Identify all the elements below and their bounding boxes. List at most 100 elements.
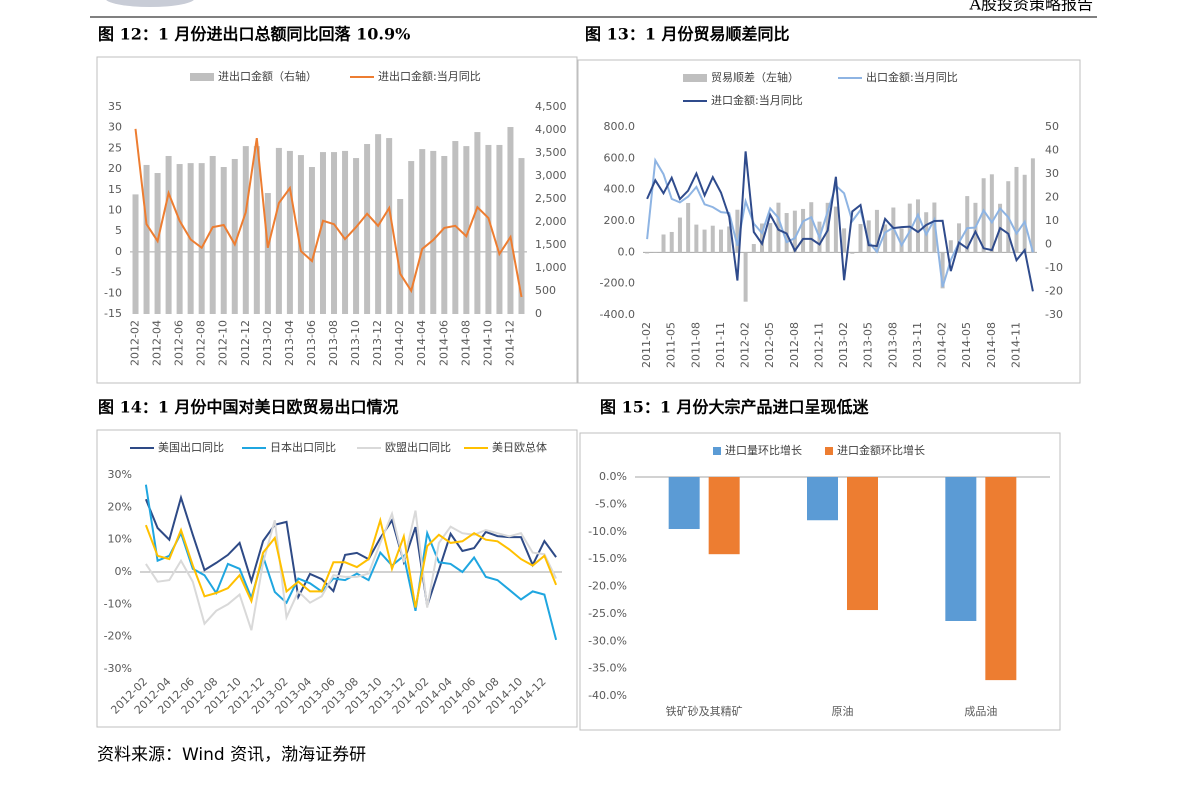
x-tick-label: 2014-06 (437, 320, 450, 366)
line-series (646, 157, 1034, 288)
y-tick-label: -10 (104, 286, 122, 299)
x-tick-label: 2014-04 (415, 320, 428, 366)
x-tick-label: 2014-05 (960, 322, 973, 368)
bar (308, 167, 315, 314)
bar (165, 155, 172, 314)
x-tick-label: 2013-11 (911, 322, 924, 368)
bar (353, 158, 360, 314)
bar (847, 477, 878, 611)
y2-tick-label: -20 (1045, 285, 1063, 298)
y-tick-label: -10% (104, 597, 132, 610)
bar (727, 226, 732, 253)
bar (419, 149, 426, 314)
bar (198, 163, 205, 314)
chart-title: 图 14：1 月份中国对美日欧贸易出口情况 (98, 398, 399, 417)
bar (965, 196, 970, 253)
y-tick-label: 0 (115, 245, 122, 258)
y2-tick-label: -10 (1045, 261, 1063, 274)
y-tick-label: 10 (108, 204, 122, 217)
bar (275, 147, 282, 314)
legend-label: 贸易顺差（左轴） (711, 70, 799, 84)
y-tick-label: -5.0% (595, 497, 627, 510)
y-tick-label: 30 (108, 121, 122, 134)
x-tick-label: 2012-02 (739, 322, 752, 368)
bar (668, 477, 700, 530)
y-tick-label: -30% (104, 662, 132, 675)
bar (518, 158, 525, 314)
y2-tick-label: 2,000 (535, 215, 567, 228)
bar (807, 477, 838, 521)
x-tick-label: 2011-02 (640, 322, 653, 368)
bar (645, 252, 650, 254)
bar (710, 225, 715, 253)
bar (143, 164, 150, 314)
bar (792, 210, 797, 253)
legend-label: 进出口金额:当月同比 (378, 69, 481, 83)
x-tick-label: 2014-02 (936, 322, 949, 368)
y-tick-label: 20 (108, 162, 122, 175)
y-tick-label: -20% (104, 630, 132, 643)
x-tick-label: 2014-02 (393, 320, 406, 366)
x-tick-label: 2012-11 (812, 322, 825, 368)
y-tick-label: 200.0 (604, 214, 636, 227)
y-tick-label: -40.0% (588, 689, 627, 702)
legend-label: 美日欧总体 (492, 440, 547, 454)
bar (386, 138, 393, 314)
legend-label: 美国出口同比 (158, 440, 224, 454)
y-tick-label: 35 (108, 100, 122, 113)
x-tick-label: 2013-02 (837, 322, 850, 368)
bar (866, 220, 871, 253)
bar (842, 228, 847, 253)
bar (776, 202, 781, 253)
bar (850, 252, 855, 254)
bar (669, 231, 674, 253)
bar (253, 146, 260, 314)
x-tick-label: 2013-02 (261, 320, 274, 366)
legend-swatch (825, 447, 833, 455)
legend-label: 进口金额:当月同比 (711, 93, 803, 107)
bar (694, 224, 699, 253)
x-tick-label: 原油 (832, 704, 854, 718)
bar (907, 203, 912, 253)
y-tick-label: -30.0% (588, 634, 627, 647)
x-tick-label: 铁矿砂及其精矿 (666, 705, 743, 718)
x-tick-label: 2014-10 (481, 320, 494, 366)
chart-frame (577, 59, 1081, 384)
y2-tick-label: 2,500 (535, 192, 567, 205)
bar (231, 158, 238, 314)
bar (661, 234, 666, 253)
y-tick-label: 0% (115, 565, 132, 578)
y-tick-label: -5 (111, 266, 122, 279)
bar (441, 155, 448, 314)
bar (891, 207, 896, 253)
x-tick-label: 2013-10 (349, 320, 362, 366)
legend-swatch (683, 74, 707, 82)
chart-frame (579, 432, 1061, 731)
bar (899, 228, 904, 253)
y2-tick-label: 30 (1045, 167, 1059, 180)
legend-label: 出口金额:当月同比 (866, 70, 958, 84)
x-tick-label: 2011-05 (665, 322, 678, 368)
bar (474, 132, 481, 314)
bar (768, 223, 773, 253)
legend-label: 日本出口同比 (270, 440, 336, 454)
bar (242, 146, 249, 314)
bar (297, 155, 304, 314)
bar (743, 252, 748, 302)
bar (708, 477, 740, 555)
y2-tick-label: 3,500 (535, 146, 567, 159)
y2-tick-label: 10 (1045, 214, 1059, 227)
y2-tick-label: 0 (535, 307, 542, 320)
y2-tick-label: 50 (1045, 120, 1059, 133)
line-series (144, 516, 558, 608)
y2-tick-label: 40 (1045, 144, 1059, 157)
y-tick-label: -400.0 (600, 308, 635, 321)
bar (154, 173, 161, 314)
x-tick-label: 2012-02 (129, 320, 142, 366)
y2-tick-label: 0 (1045, 238, 1052, 251)
bar (331, 152, 338, 314)
bar (220, 167, 227, 314)
bar (809, 202, 814, 253)
logo (106, 0, 194, 7)
